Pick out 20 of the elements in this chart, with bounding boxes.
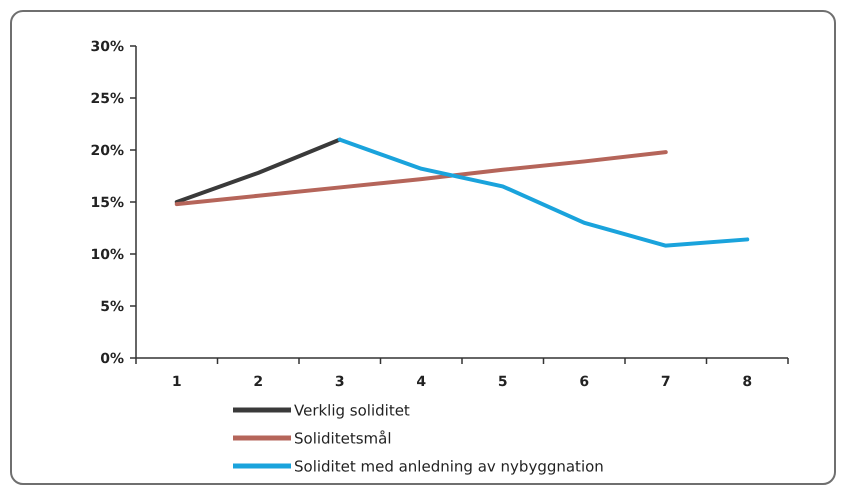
x-tick-label: 2 xyxy=(253,374,264,390)
x-tick-label: 8 xyxy=(742,374,752,390)
y-tick-label: 15% xyxy=(90,194,124,211)
line-series xyxy=(338,138,750,248)
legend-label: Verklig soliditet xyxy=(294,401,410,420)
legend-label: Soliditet med anledning av nybyggnation xyxy=(294,457,604,476)
y-tick-label: 20% xyxy=(90,142,124,159)
y-tick-label: 5% xyxy=(100,298,124,315)
x-tick-label: 4 xyxy=(416,374,426,390)
x-tick-label: 7 xyxy=(660,374,671,390)
y-tick-label: 0% xyxy=(100,350,124,367)
x-tick-label: 6 xyxy=(579,374,590,390)
line-series xyxy=(174,150,668,206)
x-tick-label: 3 xyxy=(334,374,345,390)
y-tick-label: 25% xyxy=(90,90,124,107)
y-tick-label: 30% xyxy=(90,38,124,55)
x-tick-label: 5 xyxy=(498,374,508,390)
y-tick-label: 10% xyxy=(90,246,124,263)
legend-label: Soliditetsmål xyxy=(294,429,392,448)
x-tick-label: 1 xyxy=(172,374,182,390)
